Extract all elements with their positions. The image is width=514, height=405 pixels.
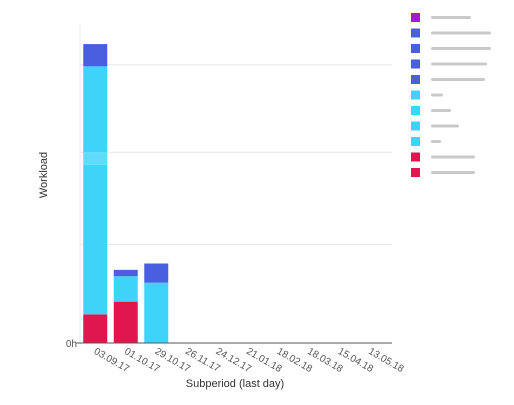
legend-swatch <box>411 121 420 131</box>
legend-swatch <box>411 106 420 115</box>
legend[interactable] <box>411 13 491 177</box>
legend-label-blurred <box>431 155 475 159</box>
legend-item-10[interactable] <box>411 168 475 177</box>
legend-label-blurred <box>431 140 441 143</box>
axes <box>76 25 392 344</box>
bar-segment-01.10.17-s0[interactable] <box>113 301 138 343</box>
y-tick-label: 0h <box>66 339 77 350</box>
legend-label-blurred <box>431 62 487 66</box>
legend-label-blurred <box>431 47 491 50</box>
legend-label-blurred <box>431 171 475 174</box>
bar-segment-01.10.17-s4[interactable] <box>113 269 138 277</box>
legend-item-3[interactable] <box>411 59 487 69</box>
x-tick-label: 13.05.18 <box>366 346 406 375</box>
bar-segment-03.09.17-s3[interactable] <box>83 66 108 153</box>
bar-segment-03.09.17-s1[interactable] <box>83 164 108 315</box>
bar-segment-03.09.17-s0[interactable] <box>83 314 108 343</box>
legend-item-0[interactable] <box>411 13 471 22</box>
legend-swatch <box>411 168 420 177</box>
legend-item-2[interactable] <box>411 44 491 53</box>
legend-swatch <box>411 13 420 22</box>
legend-label-blurred <box>431 78 485 81</box>
legend-swatch <box>411 59 420 69</box>
bar-segment-01.10.17-s3[interactable] <box>113 276 138 302</box>
bar-segment-03.09.17-s2[interactable] <box>83 152 108 165</box>
bar-segment-29.10.17-s3[interactable] <box>144 282 169 343</box>
legend-swatch <box>411 44 420 53</box>
y-axis-title: Workload <box>38 152 50 198</box>
bar-stack-group <box>83 44 169 343</box>
legend-label-blurred <box>431 16 471 19</box>
legend-swatch <box>411 152 420 162</box>
bar-segment-03.09.17-s4[interactable] <box>83 44 108 67</box>
x-tick-labels: 03.09.1701.10.1729.10.1726.11.1724.12.17… <box>92 346 406 375</box>
legend-item-4[interactable] <box>411 75 485 84</box>
legend-label-blurred <box>431 93 443 97</box>
legend-item-5[interactable] <box>411 90 443 100</box>
legend-swatch <box>411 90 420 100</box>
legend-swatch <box>411 28 420 38</box>
legend-label-blurred <box>431 31 491 35</box>
grid-lines <box>80 64 392 245</box>
bar-segment-29.10.17-s4[interactable] <box>144 263 169 283</box>
legend-label-blurred <box>431 124 459 128</box>
legend-item-6[interactable] <box>411 106 451 115</box>
legend-swatch <box>411 75 420 84</box>
legend-item-1[interactable] <box>411 28 491 38</box>
legend-swatch <box>411 137 420 146</box>
legend-label-blurred <box>431 109 451 112</box>
legend-item-8[interactable] <box>411 137 441 146</box>
legend-item-9[interactable] <box>411 152 475 162</box>
x-axis-title: Subperiod (last day) <box>186 378 284 390</box>
legend-item-7[interactable] <box>411 121 459 131</box>
